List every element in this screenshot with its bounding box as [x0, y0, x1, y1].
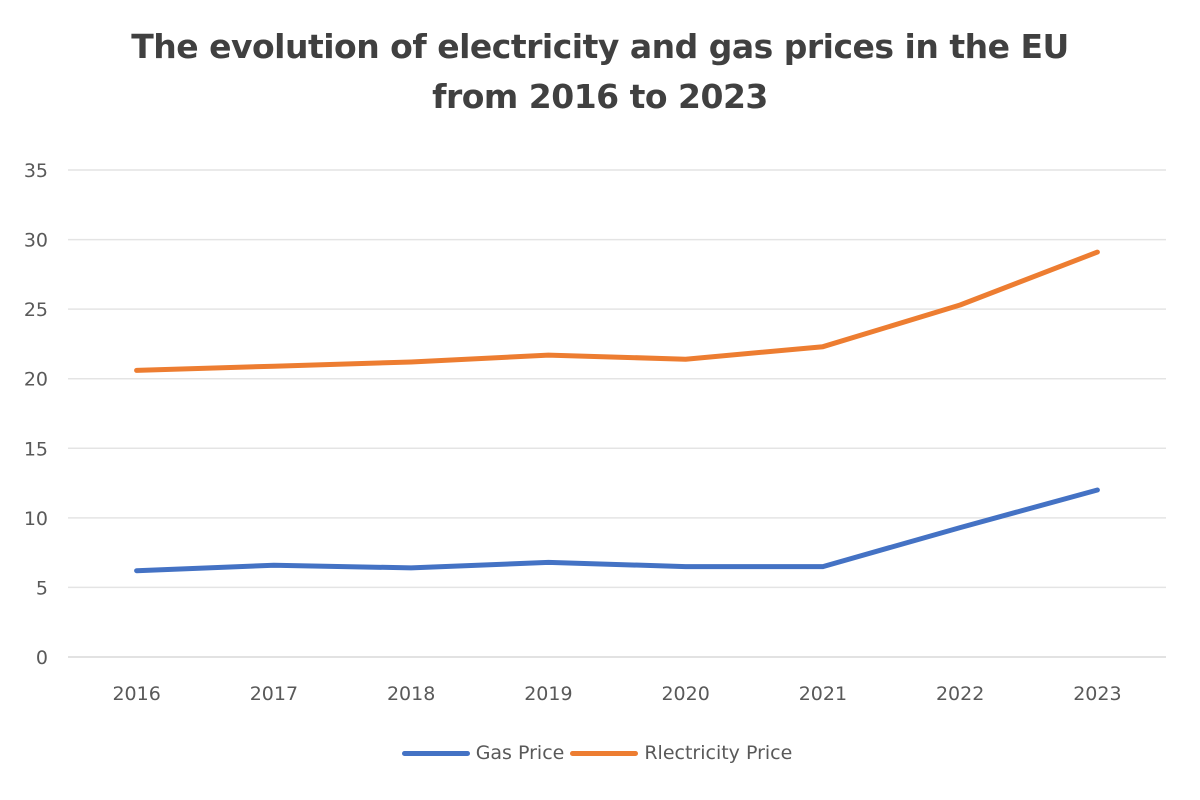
x-tick-label: 2021: [799, 683, 847, 705]
x-tick-label: 2016: [112, 683, 160, 705]
legend-swatch-gas: [401, 750, 470, 756]
series-line-electricity: [134, 249, 1100, 373]
series-line-gas: [134, 487, 1100, 574]
chart-title-line-2: from 2016 to 2023: [432, 77, 768, 116]
x-axis: 2016 2017 2018 2019 2020 2021 2022 2023: [112, 683, 1121, 705]
y-tick-label: 25: [24, 299, 48, 321]
x-tick-label: 2018: [387, 683, 435, 705]
y-axis: 0 5 10 15 20 25 30 35: [24, 160, 48, 669]
legend-item-gas: Gas Price: [401, 742, 571, 764]
legend-label-gas: Gas Price: [475, 742, 565, 764]
y-tick-label: 15: [24, 438, 48, 460]
x-tick-label: 2023: [1073, 683, 1121, 705]
y-tick-label: 30: [24, 230, 48, 252]
x-tick-label: 2019: [524, 683, 572, 705]
chart-title-line-1: The evolution of electricity and gas pri…: [131, 27, 1069, 66]
x-tick-label: 2020: [661, 683, 709, 705]
series-lines: [134, 249, 1100, 574]
chart-title: The evolution of electricity and gas pri…: [0, 22, 1200, 122]
x-tick-label: 2022: [936, 683, 984, 705]
legend-swatch-electricity: [570, 750, 639, 756]
gridlines: [68, 169, 1166, 658]
y-tick-label: 5: [36, 577, 48, 599]
y-tick-label: 0: [36, 647, 48, 669]
y-tick-label: 20: [24, 369, 48, 391]
legend-item-electricity: Rlectricity Price: [570, 742, 798, 764]
x-tick-label: 2017: [250, 683, 298, 705]
y-tick-label: 10: [24, 508, 48, 530]
legend: Gas Price Rlectricity Price: [0, 742, 1200, 764]
y-tick-label: 35: [24, 160, 48, 182]
legend-label-electricity: Rlectricity Price: [644, 742, 793, 764]
